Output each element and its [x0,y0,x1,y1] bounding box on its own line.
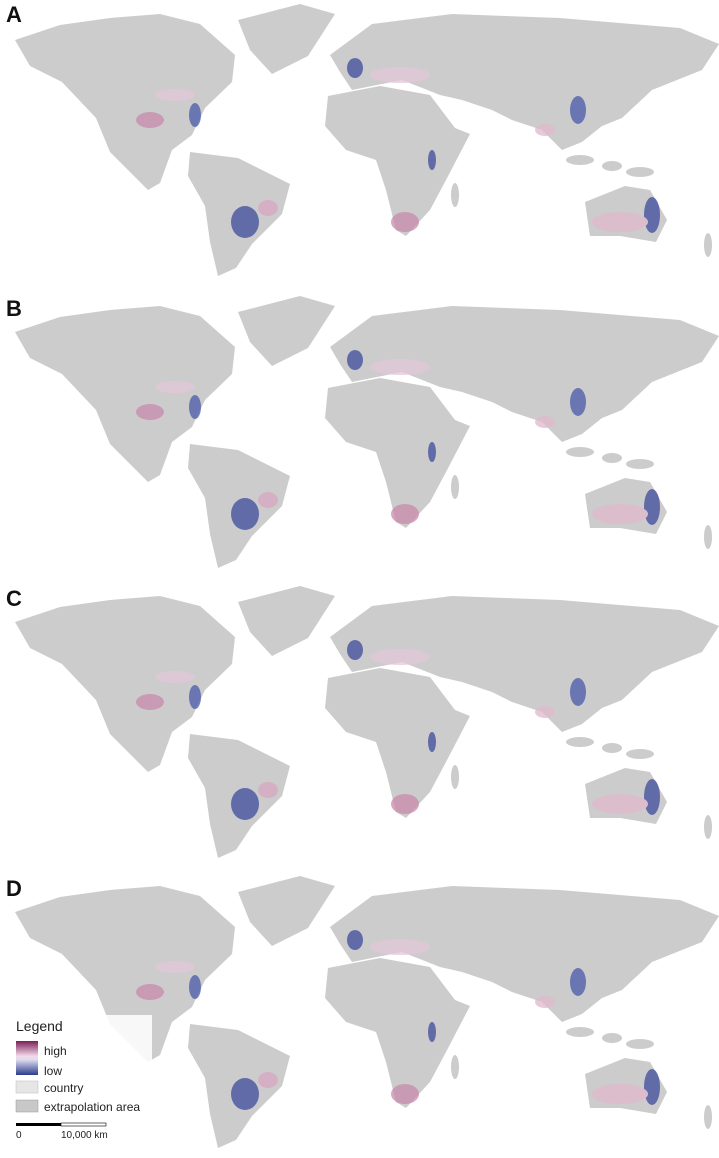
panel-label: B [6,296,22,321]
legend-swatch [15,1099,39,1113]
panel-label: C [6,586,22,611]
map-panel: D [6,876,719,1148]
scale-label: 0 [16,1130,22,1141]
map-panel: B [6,296,719,568]
map-panel: C [6,586,719,858]
legend-item: high [44,1044,67,1058]
legend-item: low [44,1064,62,1078]
legend-item: country [44,1081,83,1095]
legend-swatch [15,1080,39,1094]
panel-label: D [6,876,22,901]
legend-gradient [16,1041,38,1075]
map-panel: A [6,2,719,276]
scale-bar: 0 10,000 km [16,1122,108,1141]
scale-label: 10,000 km [61,1130,108,1141]
panel-label: A [6,2,22,27]
legend: Legend high low country extrapolation ar… [12,1015,152,1125]
legend-item: extrapolation area [44,1100,140,1114]
legend-title: Legend [16,1018,63,1034]
